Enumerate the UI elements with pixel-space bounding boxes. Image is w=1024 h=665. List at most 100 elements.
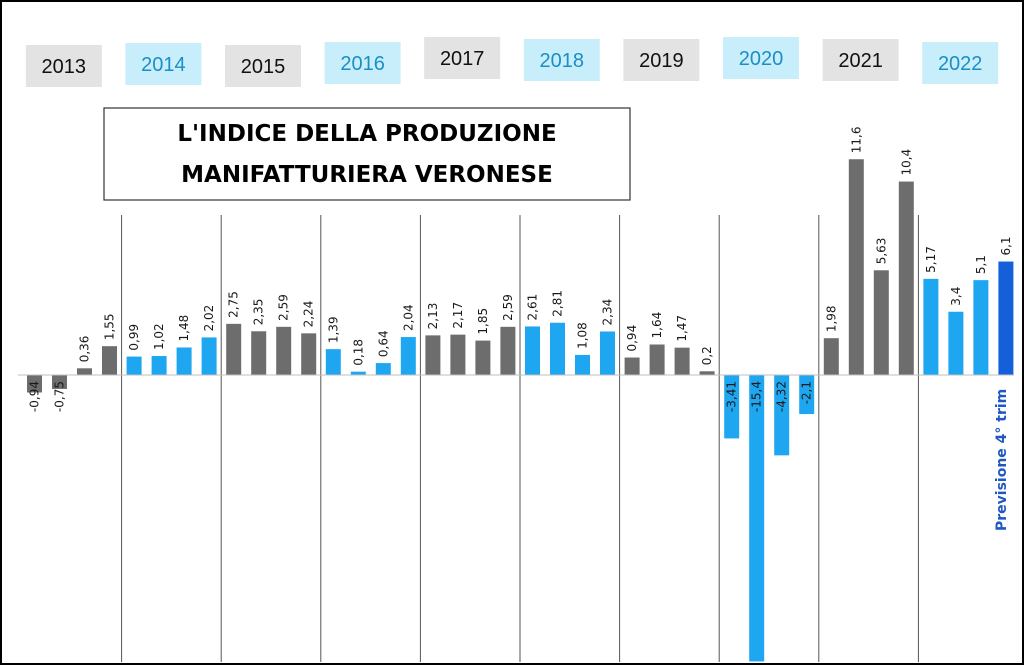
value-label-2022-q1: 5,17 <box>924 246 938 273</box>
bar-2019-q4 <box>699 371 715 375</box>
value-label-2017-q3: 1,85 <box>476 308 490 335</box>
value-label-2013-q1: -0,94 <box>28 381 42 412</box>
year-label-text: 2021 <box>838 50 883 72</box>
year-label-text: 2020 <box>739 48 784 70</box>
value-label-2016-q3: 0,64 <box>376 330 390 357</box>
year-label-2022: 2022 <box>922 42 999 84</box>
bar-2018-q2 <box>550 322 565 375</box>
value-label-2020-q3: -4,32 <box>775 381 789 412</box>
bar-2014-q2 <box>151 356 167 375</box>
bar-2016-q3 <box>375 363 391 375</box>
value-label-2015-q4: 2,24 <box>302 301 316 328</box>
year-label-2014: 2014 <box>125 43 202 85</box>
year-label-text: 2017 <box>440 48 485 70</box>
bar-2020-q1 <box>724 375 740 439</box>
year-label-text: 2018 <box>540 50 585 72</box>
bar-2022-q2 <box>948 311 964 375</box>
year-label-2017: 2017 <box>424 37 501 79</box>
value-label-2021-q3: 5,63 <box>874 238 888 265</box>
year-label-bg <box>523 39 600 81</box>
year-label-text: 2019 <box>639 50 684 72</box>
value-label-2018-q4: 2,34 <box>601 299 615 326</box>
year-label-2019: 2019 <box>623 39 700 81</box>
bar-2015-q2 <box>251 331 267 375</box>
bar-2015-q3 <box>276 326 292 375</box>
value-label-2015-q1: 2,75 <box>227 291 241 318</box>
bar-2018-q4 <box>600 331 615 375</box>
chart-title-line-1: L'INDICE DELLA PRODUZIONE <box>177 121 556 147</box>
value-label-2016-q2: 0,18 <box>351 339 365 366</box>
value-label-2020-q2: -15,4 <box>750 381 764 412</box>
value-label-2014-q1: 0,99 <box>127 324 141 351</box>
value-label-2020-q4: -2,1 <box>800 381 814 404</box>
year-label-2015: 2015 <box>225 45 301 87</box>
year-label-bg <box>922 42 999 84</box>
value-label-2018-q2: 2,81 <box>551 290 565 317</box>
year-label-bg <box>25 45 102 87</box>
year-label-bg <box>623 39 700 81</box>
bar-2015-q4 <box>301 333 317 375</box>
value-label-2015-q2: 2,35 <box>252 299 266 326</box>
year-labels: 2013 2014 2015 2016 2017 2018 2019 2020 2021 2022 <box>25 37 999 87</box>
value-label-2013-q4: 1,55 <box>103 313 117 340</box>
bar-2017-q1 <box>425 335 441 375</box>
bar-2021-q1 <box>823 338 839 375</box>
value-label-2014-q4: 2,02 <box>202 305 216 332</box>
year-label-2013: 2013 <box>25 45 102 87</box>
bar-2022-q4 <box>998 261 1014 375</box>
bar-2013-q4 <box>102 346 117 375</box>
bars <box>27 159 1014 662</box>
value-label-2019-q4: 0,2 <box>700 346 714 365</box>
bar-2021-q2 <box>848 159 864 375</box>
year-label-text: 2016 <box>340 53 385 75</box>
value-labels: -0,94 -0,75 0,36 1,55 0,99 1,02 1,48 2,02 2,75 2,… <box>28 127 1013 413</box>
bar-2020-q2 <box>749 375 765 662</box>
value-label-2017-q4: 2,59 <box>501 294 515 321</box>
bar-2016-q1 <box>325 349 341 375</box>
value-label-2016-q4: 2,04 <box>401 304 415 331</box>
bar-2013-q3 <box>77 368 92 375</box>
year-label-text: 2015 <box>241 56 286 78</box>
value-label-2014-q2: 1,02 <box>152 323 166 350</box>
value-label-2022-q2: 3,4 <box>949 287 963 306</box>
bar-2019-q3 <box>674 347 690 375</box>
year-label-2018: 2018 <box>523 39 600 81</box>
year-label-bg <box>723 37 799 79</box>
bar-2013-q1 <box>27 375 42 393</box>
value-label-2013-q3: 0,36 <box>78 336 92 363</box>
value-label-2014-q3: 1,48 <box>177 315 191 342</box>
bar-2014-q1 <box>126 356 142 375</box>
bar-2022-q3 <box>973 280 989 375</box>
bar-2017-q3 <box>475 340 491 375</box>
bar-2015-q1 <box>226 323 242 375</box>
value-label-2021-q4: 10,4 <box>899 149 913 176</box>
year-label-bg <box>424 37 501 79</box>
bar-2021-q3 <box>873 270 889 375</box>
bar-2014-q3 <box>176 347 192 375</box>
bar-2019-q2 <box>649 344 665 375</box>
forecast-note: Previsione 4° trim <box>994 389 1010 531</box>
bar-2017-q4 <box>500 326 516 375</box>
title-box: L'INDICE DELLA PRODUZIONE MANIFATTURIERA… <box>103 107 631 201</box>
value-label-2022-q3: 5,1 <box>974 255 988 274</box>
year-label-2016: 2016 <box>324 42 401 84</box>
year-label-text: 2022 <box>938 53 983 75</box>
bar-2016-q4 <box>400 337 416 375</box>
bar-2018-q1 <box>525 326 540 375</box>
year-label-bg <box>225 45 301 87</box>
bar-2014-q4 <box>201 337 217 375</box>
bar-2018-q3 <box>575 354 590 375</box>
bar-2019-q1 <box>624 357 640 375</box>
value-label-2017-q2: 2,17 <box>451 302 465 329</box>
value-label-2016-q1: 1,39 <box>326 316 340 343</box>
value-label-2018-q1: 2,61 <box>526 294 540 321</box>
title-box-border <box>103 107 631 201</box>
bar-2017-q2 <box>450 334 466 375</box>
value-label-2021-q1: 1,98 <box>824 305 838 332</box>
value-label-2018-q3: 1,08 <box>576 322 590 349</box>
value-label-2017-q1: 2,13 <box>426 303 440 330</box>
bar-2021-q4 <box>898 181 914 375</box>
bar-2013-q2 <box>52 375 67 389</box>
